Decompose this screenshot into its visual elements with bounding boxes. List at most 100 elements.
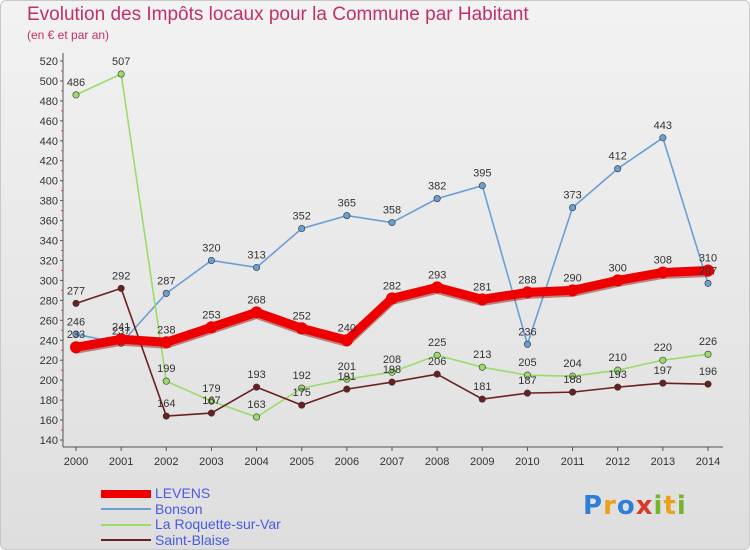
x-tick-label: 2002	[154, 456, 178, 468]
chart-title: Evolution des Impôts locaux pour la Comm…	[27, 4, 529, 25]
data-label: 373	[563, 190, 581, 202]
data-label: 277	[67, 285, 85, 297]
data-point	[207, 256, 215, 264]
y-tick-label: 400	[40, 176, 58, 188]
data-point	[614, 366, 622, 374]
data-label: 213	[473, 349, 491, 361]
y-tick-label: 340	[40, 236, 58, 248]
y-tick-label: 220	[40, 355, 58, 367]
data-label: 192	[293, 370, 311, 382]
data-point	[253, 383, 261, 391]
data-label: 167	[202, 395, 220, 407]
data-label: 287	[157, 275, 175, 287]
legend-swatch	[101, 539, 151, 542]
x-tick-label: 2000	[64, 456, 88, 468]
y-tick-label: 500	[40, 76, 58, 88]
data-label: 164	[157, 398, 175, 410]
data-label: 486	[67, 77, 85, 89]
data-label: 241	[112, 321, 130, 333]
data-label: 313	[247, 249, 265, 261]
data-point	[340, 334, 353, 347]
legend-label: Bonson	[155, 500, 203, 517]
data-point	[162, 412, 170, 420]
x-tick-label: 2011	[561, 456, 585, 468]
data-label: 412	[609, 151, 627, 163]
data-point	[162, 377, 170, 385]
data-point	[253, 413, 261, 421]
x-tick-label: 2006	[335, 456, 359, 468]
y-tick-label: 260	[40, 315, 58, 327]
data-label-layer: 233 241 238 253 268 252 240 282 293 281 288 290 300 3…	[67, 56, 717, 411]
y-tick-label: 420	[40, 156, 58, 168]
data-label: 237	[112, 325, 130, 337]
logo-letter: o	[616, 491, 636, 521]
data-label: 268	[247, 294, 265, 306]
data-label: 297	[699, 265, 717, 277]
data-point	[72, 299, 80, 307]
data-label: 293	[428, 269, 446, 281]
legend-swatch	[101, 508, 151, 511]
logo-letter: t	[663, 491, 677, 521]
data-point	[298, 384, 306, 392]
data-label: 288	[518, 274, 536, 286]
data-point	[343, 375, 351, 383]
data-label: 163	[247, 399, 265, 411]
data-label: 201	[338, 361, 356, 373]
data-label: 193	[247, 369, 265, 381]
data-point	[523, 340, 531, 348]
x-tick-label: 2004	[244, 456, 268, 468]
y-tick-label: 460	[40, 116, 58, 128]
data-point	[207, 409, 215, 417]
data-point	[704, 279, 712, 287]
data-label: 210	[609, 352, 627, 364]
data-label: 292	[112, 270, 130, 282]
chart-axes: 140 160 180 200 220 240 260 280 300 320 340 360 380 4…	[40, 53, 723, 468]
legend: LEVENS Bonson La Roquette-sur-Var Saint-Bla…	[101, 486, 281, 548]
data-label: 240	[338, 322, 356, 334]
y-tick-label: 180	[40, 395, 58, 407]
x-tick-label: 2009	[470, 456, 494, 468]
data-label: 308	[654, 254, 672, 266]
data-label: 206	[428, 356, 446, 368]
y-tick-label: 140	[40, 435, 58, 447]
logo-letter: x	[635, 491, 654, 521]
data-point	[433, 351, 441, 359]
legend-item: Bonson	[101, 500, 281, 518]
y-tick-label: 160	[40, 415, 58, 427]
data-label: 320	[202, 242, 220, 254]
x-tick-label: 2007	[380, 456, 404, 468]
data-point	[117, 70, 125, 78]
x-tick-label: 2014	[696, 456, 720, 468]
legend-swatch	[101, 523, 151, 526]
data-label: 196	[699, 366, 717, 378]
data-point	[70, 341, 82, 354]
data-point	[614, 165, 622, 173]
data-label: 382	[428, 181, 446, 193]
data-label: 233	[67, 329, 85, 341]
data-label: 225	[428, 337, 446, 349]
y-tick-label: 360	[40, 216, 58, 228]
data-point	[298, 401, 306, 409]
x-tick-label: 2001	[109, 456, 133, 468]
data-label: 181	[473, 381, 491, 393]
series-bonson	[72, 134, 712, 348]
series-levens	[70, 264, 714, 354]
data-label: 443	[654, 120, 672, 132]
data-label: 507	[112, 56, 130, 68]
data-point	[72, 91, 80, 99]
data-label: 253	[202, 309, 220, 321]
data-label: 310	[699, 252, 717, 264]
data-label: 352	[293, 211, 311, 223]
data-label: 238	[157, 324, 175, 336]
data-point	[117, 284, 125, 292]
x-tick-label: 2003	[199, 456, 223, 468]
x-tick-label: 2005	[289, 456, 313, 468]
logo-letter: i	[653, 491, 664, 521]
data-label: 282	[383, 280, 401, 292]
x-tick-label: 2012	[605, 456, 629, 468]
data-point	[478, 182, 486, 190]
data-label: 198	[383, 364, 401, 376]
legend-swatch	[101, 489, 151, 498]
